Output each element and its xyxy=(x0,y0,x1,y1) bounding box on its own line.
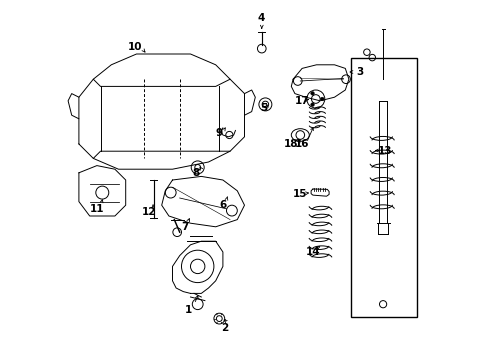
Text: 17: 17 xyxy=(294,96,309,106)
Text: 1: 1 xyxy=(184,305,192,315)
Text: 3: 3 xyxy=(355,67,363,77)
Text: 5: 5 xyxy=(260,103,267,113)
Circle shape xyxy=(310,91,314,95)
Text: 2: 2 xyxy=(221,323,228,333)
Text: 7: 7 xyxy=(181,222,188,232)
Text: 15: 15 xyxy=(292,189,307,199)
Text: 10: 10 xyxy=(127,42,142,52)
Text: 18: 18 xyxy=(284,139,298,149)
Text: 8: 8 xyxy=(192,168,199,178)
Text: 11: 11 xyxy=(89,204,104,214)
Circle shape xyxy=(310,103,314,107)
Text: 9: 9 xyxy=(215,128,223,138)
Text: 12: 12 xyxy=(142,207,156,217)
Text: 4: 4 xyxy=(257,13,264,23)
Circle shape xyxy=(320,97,324,101)
Text: 16: 16 xyxy=(294,139,309,149)
Text: 14: 14 xyxy=(305,247,320,257)
Text: 13: 13 xyxy=(377,146,391,156)
Bar xyxy=(350,58,416,317)
Text: 6: 6 xyxy=(219,200,226,210)
